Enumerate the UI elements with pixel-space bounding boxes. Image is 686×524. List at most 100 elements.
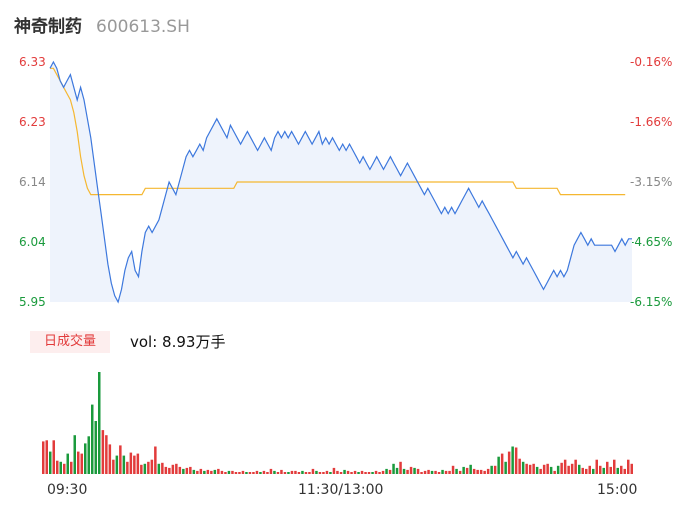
volume-bar	[511, 446, 514, 474]
volume-bar	[332, 467, 336, 474]
volume-badge[interactable]: 日成交量	[30, 331, 110, 353]
volume-bar	[329, 472, 332, 474]
volume-bar	[420, 472, 423, 474]
volume-bar	[409, 466, 413, 474]
volume-bar	[126, 461, 129, 474]
time-label-midday: 11:30/13:00	[298, 482, 384, 498]
volume-bar	[66, 453, 69, 474]
volume-bar	[542, 464, 546, 474]
volume-bar	[63, 463, 66, 474]
volume-bar	[234, 472, 238, 474]
price-label-lower: 6.04	[19, 235, 46, 249]
volume-bar	[122, 455, 126, 474]
volume-bar	[476, 469, 479, 474]
volume-bar	[434, 470, 437, 474]
volume-bar	[570, 463, 574, 474]
volume-bar	[479, 469, 483, 474]
volume-bar	[227, 470, 231, 474]
volume-bar	[609, 466, 612, 474]
volume-bar	[238, 472, 241, 474]
volume-bar	[241, 470, 245, 474]
volume-bar	[157, 463, 161, 474]
volume-bar	[490, 465, 493, 474]
volume-bar	[483, 470, 486, 474]
volume-bar	[585, 468, 588, 474]
volume-bar	[627, 459, 630, 474]
volume-bar	[613, 459, 616, 474]
volume-bar	[115, 455, 119, 474]
pct-label-top: -0.16%	[630, 55, 673, 69]
volume-bar	[52, 440, 55, 474]
volume-bar	[574, 459, 577, 474]
volume-bar	[595, 459, 598, 474]
volume-bar	[304, 472, 308, 474]
volume-bar	[462, 466, 465, 474]
volume-bar	[339, 472, 343, 474]
volume-bar	[203, 470, 206, 474]
volume-bar	[602, 467, 605, 474]
pct-label-lower: -4.65%	[630, 235, 673, 249]
volume-bar	[206, 469, 210, 474]
volume-bar	[374, 470, 378, 474]
volume-bar	[84, 443, 87, 474]
volume-bar	[231, 470, 234, 474]
volume-bar	[150, 459, 154, 474]
price-label-mid: 6.14	[19, 175, 46, 189]
stock-name: 神奇制药	[14, 17, 82, 37]
volume-bar	[556, 465, 560, 474]
volume-bar	[402, 468, 406, 474]
volume-bar	[444, 470, 448, 474]
volume-bar	[441, 469, 444, 474]
volume-bar	[322, 472, 325, 474]
volume-bar	[56, 460, 59, 474]
volume-bar	[290, 470, 294, 474]
volume-bar	[224, 472, 227, 474]
volume-bar	[563, 459, 567, 474]
volume-bar	[343, 469, 346, 474]
volume-bar	[318, 472, 322, 474]
volume-bar	[210, 470, 213, 474]
volume-bar	[567, 465, 570, 474]
volume-bar	[297, 472, 301, 474]
volume-bar	[136, 453, 140, 474]
volume-bar	[381, 470, 385, 474]
volume-bar	[108, 444, 112, 474]
volume-bar	[252, 472, 255, 474]
volume-bar	[42, 441, 45, 474]
pct-label-bottom: -6.15%	[630, 295, 673, 309]
volume-bar	[599, 465, 602, 474]
volume-bar	[178, 466, 182, 474]
volume-bar	[472, 468, 476, 474]
volume-bar	[336, 470, 339, 474]
volume-bar	[399, 461, 402, 474]
volume-bar	[553, 470, 556, 474]
volume-bar	[500, 453, 504, 474]
volume-bar	[416, 468, 420, 474]
volume-bar	[560, 462, 563, 474]
volume-bar	[514, 447, 518, 474]
volume-bar	[528, 464, 532, 474]
volume-bar	[465, 467, 469, 474]
volume-bar	[147, 461, 150, 474]
price-line	[49, 60, 632, 304]
volume-bar	[427, 469, 430, 474]
volume-bar	[353, 470, 357, 474]
volume-bar	[357, 472, 360, 474]
volume-bar	[592, 468, 595, 474]
volume-bar	[105, 435, 108, 474]
volume-bar	[213, 469, 217, 474]
volume-bar	[367, 472, 371, 474]
pct-label-upper: -1.66%	[630, 115, 673, 129]
volume-bar	[59, 461, 62, 474]
volume-bar	[196, 470, 199, 474]
volume-bar	[521, 461, 525, 474]
time-label-open: 09:30	[47, 482, 88, 498]
volume-bar	[273, 470, 276, 474]
volume-bar	[525, 463, 528, 474]
volume-bar	[248, 472, 252, 474]
volume-bar	[192, 469, 196, 474]
volume-bar	[308, 472, 311, 474]
volume-bar	[469, 464, 472, 474]
volume-bar	[458, 470, 462, 474]
